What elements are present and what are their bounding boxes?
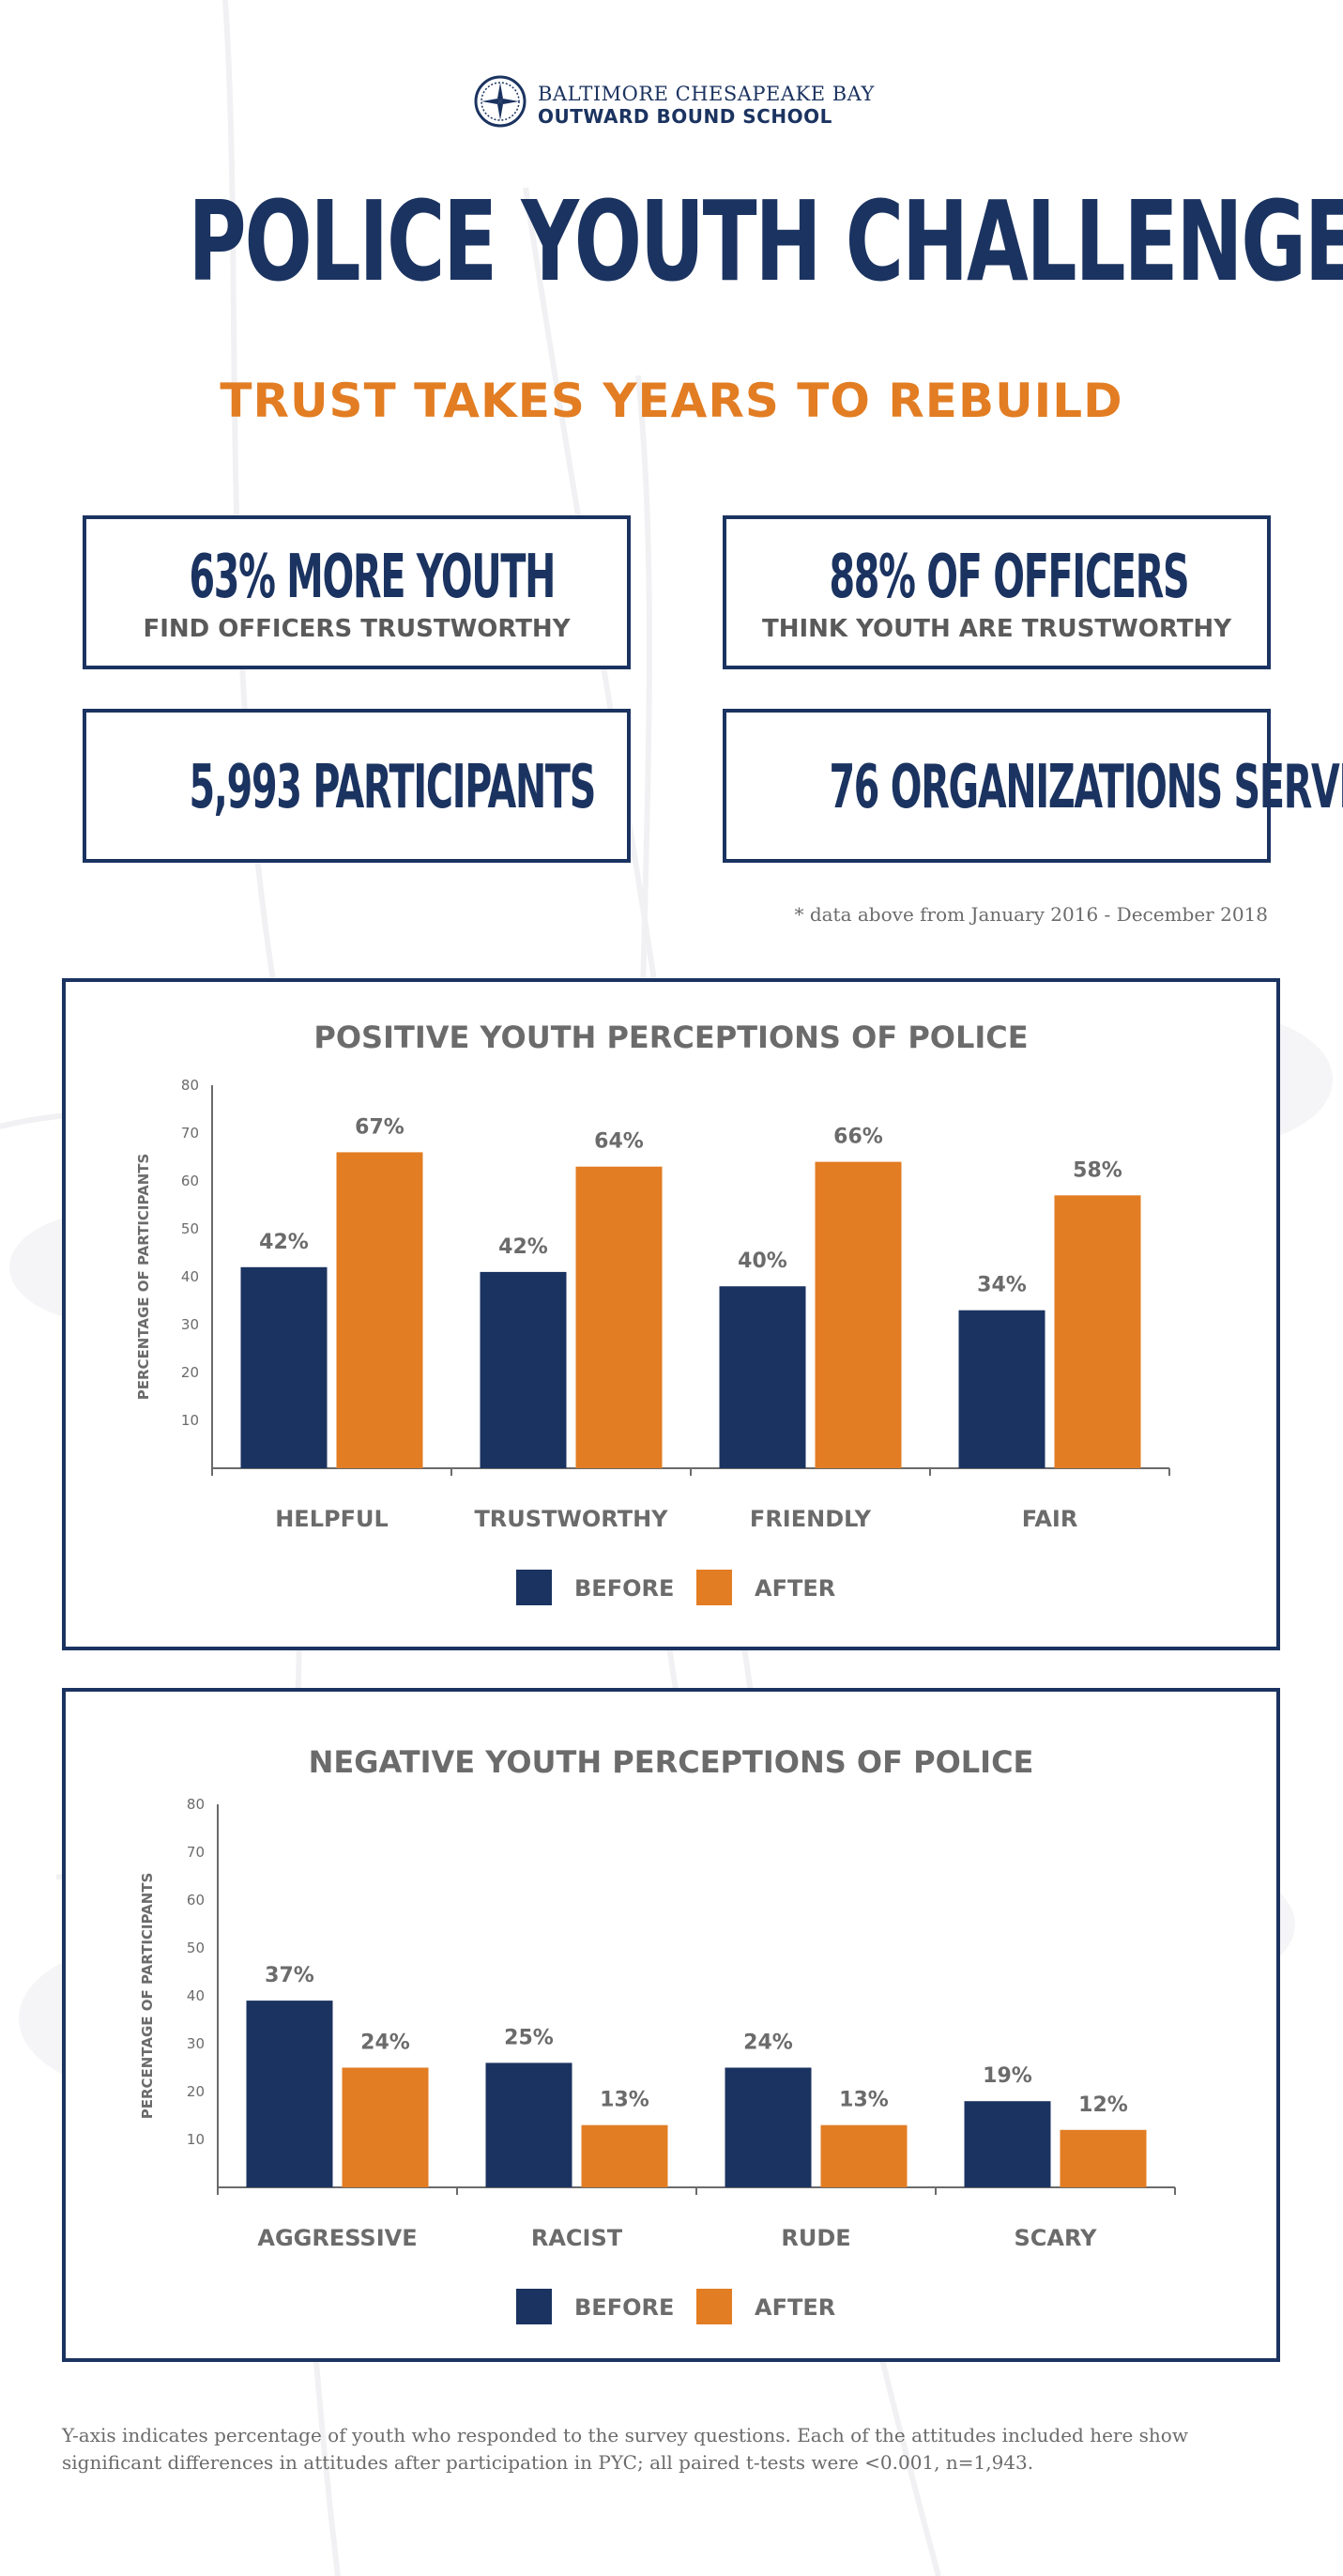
- y-tick-label: 10: [187, 2131, 205, 2148]
- data-label: 19%: [983, 2064, 1032, 2088]
- chart-svg: POSITIVE YOUTH PERCEPTIONS OF POLICE PERC…: [135, 1020, 1170, 1605]
- y-tick-label: 30: [187, 2035, 205, 2052]
- bar-before-aggressive: [246, 2001, 333, 2187]
- bar-before-trustworthy: [480, 1271, 567, 1468]
- bar-before-rude: [725, 2067, 812, 2187]
- chart-svg: NEGATIVE YOUTH PERCEPTIONS OF POLICE PERC…: [139, 1744, 1176, 2324]
- bar-after-friendly: [815, 1161, 902, 1468]
- data-label: 58%: [1073, 1158, 1122, 1182]
- bar-after-aggressive: [342, 2067, 429, 2187]
- legend-swatch-before: [516, 1570, 552, 1605]
- category-label: HELPFUL: [275, 1506, 389, 1532]
- legend-label-after: AFTER: [755, 1575, 835, 1602]
- data-label: 67%: [355, 1115, 404, 1139]
- y-tick-label: 40: [181, 1268, 199, 1285]
- legend-label-before: BEFORE: [574, 2294, 674, 2321]
- data-label: 12%: [1078, 2093, 1128, 2117]
- page-subtitle: TRUST TAKES YEARS TO REBUILD: [220, 374, 1123, 428]
- y-tick-label: 60: [181, 1173, 199, 1189]
- y-tick-label: 60: [187, 1892, 205, 1909]
- chart-title: NEGATIVE YOUTH PERCEPTIONS OF POLICE: [309, 1744, 1034, 1780]
- category-label: RUDE: [781, 2225, 850, 2251]
- data-label: 64%: [594, 1130, 644, 1154]
- data-label: 40%: [738, 1250, 787, 1273]
- positive-perceptions-chart: POSITIVE YOUTH PERCEPTIONS OF POLICE PERC…: [62, 978, 1280, 1650]
- stat-caption: THINK YOUTH ARE TRUSTWORTHY: [761, 615, 1232, 643]
- legend-swatch-before: [516, 2289, 552, 2324]
- y-axis-label: PERCENTAGE OF PARTICIPANTS: [139, 1873, 156, 2120]
- logo: BALTIMORE CHESAPEAKE BAY OUTWARD BOUND S…: [474, 75, 874, 131]
- stat-caption: FIND OFFICERS TRUSTWORTHY: [143, 615, 571, 643]
- category-label: FRIENDLY: [750, 1506, 872, 1532]
- bar-before-fair: [958, 1310, 1045, 1468]
- bar-before-racist: [485, 2062, 572, 2187]
- y-tick-label: 20: [187, 2083, 205, 2100]
- page-title: POLICE YOUTH CHALLENGE: [188, 176, 1343, 306]
- compass-rose-icon: [474, 75, 527, 128]
- y-axis-label: PERCENTAGE OF PARTICIPANTS: [135, 1154, 152, 1401]
- category-label: FAIR: [1022, 1506, 1078, 1532]
- y-tick-label: 40: [187, 1987, 205, 2004]
- stat-value: 63% MORE YOUTH: [189, 543, 556, 612]
- stat-value: 5,993 PARTICIPANTS: [189, 753, 596, 822]
- bar-after-scary: [1060, 2129, 1147, 2187]
- bar-after-fair: [1054, 1195, 1141, 1468]
- bar-after-helpful: [336, 1152, 423, 1468]
- data-label: 13%: [839, 2089, 889, 2112]
- stat-box-officer-trust: 88% OF OFFICERS THINK YOUTH ARE TRUSTWOR…: [723, 515, 1271, 669]
- stat-value: 76 ORGANIZATIONS SERVED: [829, 753, 1343, 822]
- bar-before-scary: [964, 2101, 1051, 2187]
- y-tick-label: 70: [187, 1844, 205, 1861]
- y-tick-label: 50: [181, 1220, 199, 1237]
- y-tick-label: 50: [187, 1940, 205, 1956]
- stat-value: 88% OF OFFICERS: [829, 543, 1189, 612]
- bar-after-trustworthy: [575, 1166, 663, 1468]
- negative-perceptions-chart: NEGATIVE YOUTH PERCEPTIONS OF POLICE PERC…: [62, 1688, 1280, 2362]
- data-label: 25%: [504, 2026, 554, 2049]
- data-label: 13%: [600, 2089, 649, 2112]
- legend-swatch-after: [696, 2289, 732, 2324]
- chart-title: POSITIVE YOUTH PERCEPTIONS OF POLICE: [313, 1020, 1028, 1055]
- bar-after-rude: [820, 2124, 908, 2187]
- category-label: AGGRESSIVE: [257, 2225, 417, 2251]
- y-tick-label: 30: [181, 1316, 199, 1333]
- data-label: 24%: [360, 2032, 410, 2055]
- bar-before-helpful: [240, 1266, 328, 1468]
- legend-label-before: BEFORE: [574, 1575, 674, 1602]
- legend-swatch-after: [696, 1570, 732, 1605]
- y-tick-label: 70: [181, 1125, 199, 1142]
- bar-before-friendly: [719, 1286, 806, 1468]
- data-label: 42%: [498, 1235, 548, 1259]
- logo-line-2: OUTWARD BOUND SCHOOL: [538, 105, 832, 128]
- stat-box-organizations: 76 ORGANIZATIONS SERVED: [723, 709, 1343, 863]
- y-tick-label: 80: [187, 1796, 205, 1813]
- category-label: TRUSTWORTHY: [474, 1506, 668, 1532]
- data-label: 34%: [977, 1274, 1027, 1297]
- category-label: RACIST: [531, 2225, 623, 2251]
- logo-line-1: BALTIMORE CHESAPEAKE BAY: [538, 83, 875, 105]
- data-date-note: * data above from January 2016 - Decembe…: [794, 903, 1268, 926]
- data-label: 66%: [833, 1126, 883, 1149]
- legend-label-after: AFTER: [755, 2294, 835, 2321]
- category-label: SCARY: [1014, 2225, 1097, 2251]
- y-tick-label: 20: [181, 1364, 199, 1381]
- stat-box-youth-trust: 63% MORE YOUTH FIND OFFICERS TRUSTWORTHY: [83, 515, 631, 669]
- data-label: 37%: [265, 1964, 314, 1987]
- data-label: 42%: [259, 1231, 309, 1254]
- footnote: Y-axis indicates percentage of youth who…: [62, 2424, 1188, 2474]
- y-tick-label: 10: [181, 1412, 199, 1429]
- y-tick-label: 80: [181, 1077, 199, 1094]
- stat-box-participants: 5,993 PARTICIPANTS: [83, 709, 631, 863]
- bar-after-racist: [581, 2124, 668, 2187]
- data-label: 24%: [743, 2032, 793, 2055]
